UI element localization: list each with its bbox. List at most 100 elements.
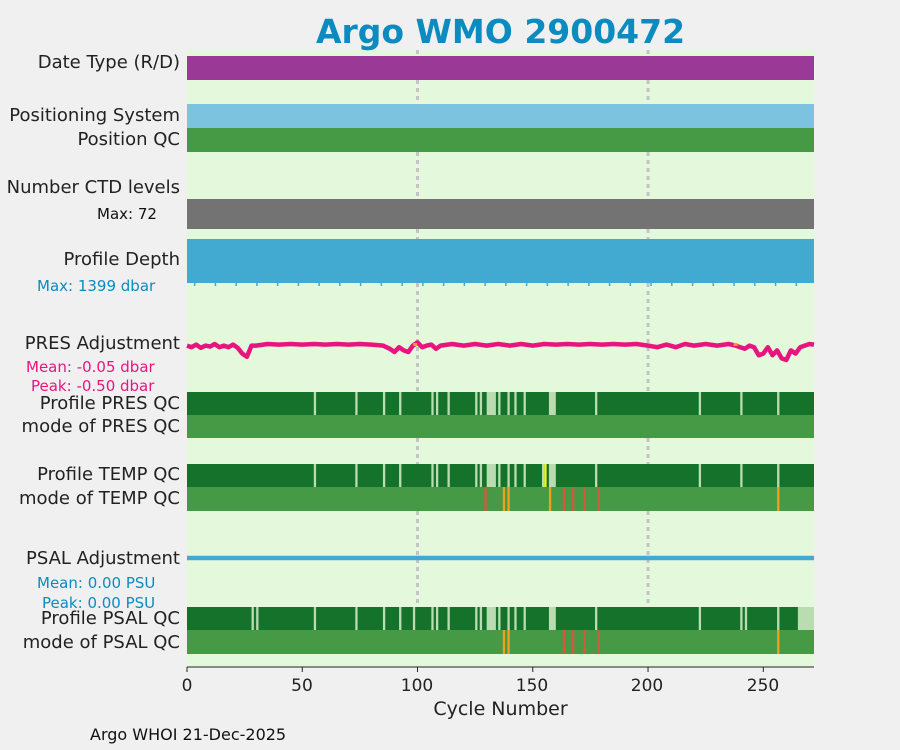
mode-psal-qc-segment bbox=[597, 630, 600, 654]
mode-psal-qc-segment bbox=[583, 630, 586, 654]
row-label-date-type: Date Type (R/D) bbox=[37, 52, 180, 73]
profile-temp-qc-segment bbox=[355, 464, 358, 487]
profile-psal-qc-segment bbox=[256, 607, 259, 630]
profile-psal-qc-segment bbox=[797, 607, 814, 630]
profile-psal-qc-segment bbox=[498, 607, 501, 630]
chart-title: Argo WMO 2900472 bbox=[315, 12, 686, 51]
profile-pres-qc-segment bbox=[399, 392, 402, 415]
footer-credit: Argo WHOI 21-Dec-2025 bbox=[90, 725, 287, 744]
profile-temp-qc-segment bbox=[447, 464, 450, 487]
mode-temp-qc-segment bbox=[502, 487, 506, 511]
profile-pres-qc-segment bbox=[523, 392, 526, 415]
profile-pres-qc-segment bbox=[479, 392, 483, 415]
mode-psal-qc-segment bbox=[502, 630, 506, 654]
row-label-position-qc: Position QC bbox=[77, 129, 180, 150]
depth-marker bbox=[712, 283, 715, 286]
depth-marker bbox=[567, 283, 569, 286]
depth-max-stat: Max: 1399 dbar bbox=[37, 277, 156, 295]
profile-pres-qc-segment bbox=[548, 392, 556, 415]
pres-adjustment-flag bbox=[413, 343, 418, 346]
profile-temp-qc-segment bbox=[475, 464, 478, 487]
mode-temp-qc-segment bbox=[484, 487, 487, 511]
profile-pres-qc-segment bbox=[595, 392, 598, 415]
profile-temp-qc-segment bbox=[523, 464, 526, 487]
row-label-profile-psal-qc: Profile PSAL QC bbox=[40, 608, 180, 629]
depth-marker bbox=[525, 283, 528, 286]
profile-psal-qc-segment bbox=[382, 607, 386, 630]
row-label-profile-depth: Profile Depth bbox=[63, 249, 180, 270]
pres-mean-stat: Mean: -0.05 dbar bbox=[26, 358, 155, 376]
pres-peak-stat: Peak: -0.50 dbar bbox=[31, 377, 155, 395]
x-axis-label: Cycle Number bbox=[433, 698, 568, 720]
depth-marker bbox=[463, 283, 466, 286]
profile-pres-qc-segment bbox=[475, 392, 478, 415]
profile-temp-qc-segment bbox=[548, 464, 556, 487]
depth-marker bbox=[276, 283, 279, 286]
profile-pres-qc-segment bbox=[355, 392, 358, 415]
profile-pres-qc-segment bbox=[514, 392, 517, 415]
depth-marker bbox=[733, 283, 735, 286]
row-label-pres-adjustment: PRES Adjustment bbox=[24, 333, 180, 354]
depth-marker bbox=[754, 283, 756, 286]
mode-temp-qc-segment bbox=[777, 487, 780, 511]
profile-depth-bar bbox=[187, 239, 814, 283]
depth-marker bbox=[359, 283, 362, 286]
pres-adjustment-flag bbox=[733, 343, 738, 346]
mode-temp-qc-segment bbox=[571, 487, 575, 511]
depth-marker bbox=[401, 283, 403, 286]
profile-psal-qc-segment bbox=[507, 607, 510, 630]
profile-temp-qc-segment bbox=[595, 464, 598, 487]
mode-psal-qc-segment bbox=[562, 630, 566, 654]
depth-marker bbox=[650, 283, 652, 286]
pres-adjustment-line bbox=[186, 340, 815, 363]
profile-pres-qc-segment bbox=[498, 392, 501, 415]
row-label-mode-pres-qc: mode of PRES QC bbox=[21, 416, 180, 437]
depth-marker bbox=[671, 283, 673, 286]
depth-marker bbox=[214, 283, 217, 286]
depth-marker bbox=[484, 283, 486, 286]
row-label-mode-temp-qc: mode of TEMP QC bbox=[18, 488, 180, 509]
profile-psal-qc-segment bbox=[355, 607, 358, 630]
profile-pres-qc-segment bbox=[698, 392, 702, 415]
depth-marker bbox=[339, 283, 341, 286]
mode-psal-qc-segment bbox=[507, 630, 510, 654]
x-tick-label: 0 bbox=[181, 676, 193, 696]
profile-psal-qc-segment bbox=[548, 607, 556, 630]
profile-temp-qc-segment bbox=[486, 464, 496, 487]
row-label-profile-pres-qc: Profile PRES QC bbox=[39, 393, 180, 414]
depth-marker bbox=[235, 283, 237, 286]
profile-temp-qc-segment bbox=[740, 464, 743, 487]
row-label-positioning-system: Positioning System bbox=[9, 105, 180, 126]
profile-psal-qc-segment bbox=[777, 607, 780, 630]
depth-marker bbox=[608, 283, 611, 286]
profile-psal-qc-segment bbox=[595, 607, 598, 630]
depth-marker bbox=[629, 283, 632, 286]
profile-pres-qc-segment bbox=[447, 392, 450, 415]
profile-psal-qc-segment bbox=[486, 607, 496, 630]
profile-psal-qc-segment bbox=[479, 607, 483, 630]
profile-temp-qc-segment bbox=[544, 464, 547, 487]
profile-psal-qc-segment bbox=[251, 607, 254, 630]
depth-marker bbox=[795, 283, 798, 286]
x-tick-label: 250 bbox=[746, 676, 780, 696]
profile-temp-qc-segment bbox=[399, 464, 402, 487]
mode-temp-qc-segment bbox=[583, 487, 586, 511]
x-tick-label: 150 bbox=[515, 676, 549, 696]
position-qc-bar bbox=[187, 128, 814, 152]
x-tick-label: 50 bbox=[291, 676, 313, 696]
profile-temp-qc-segment bbox=[541, 464, 545, 487]
profile-psal-qc-segment bbox=[475, 607, 478, 630]
psal-peak-stat: Peak: 0.00 PSU bbox=[42, 594, 156, 612]
depth-marker bbox=[442, 283, 445, 286]
profile-psal-qc-segment bbox=[431, 607, 434, 630]
profile-pres-qc-segment bbox=[777, 392, 780, 415]
profile-pres-qc-segment bbox=[313, 392, 317, 415]
mode-temp-qc-base bbox=[187, 487, 814, 511]
mode-temp-qc-segment bbox=[597, 487, 600, 511]
profile-psal-qc-segment bbox=[514, 607, 517, 630]
profile-psal-qc-segment bbox=[399, 607, 402, 630]
depth-marker bbox=[691, 283, 694, 286]
mode-pres-qc-base bbox=[187, 415, 814, 438]
depth-marker bbox=[546, 283, 549, 286]
